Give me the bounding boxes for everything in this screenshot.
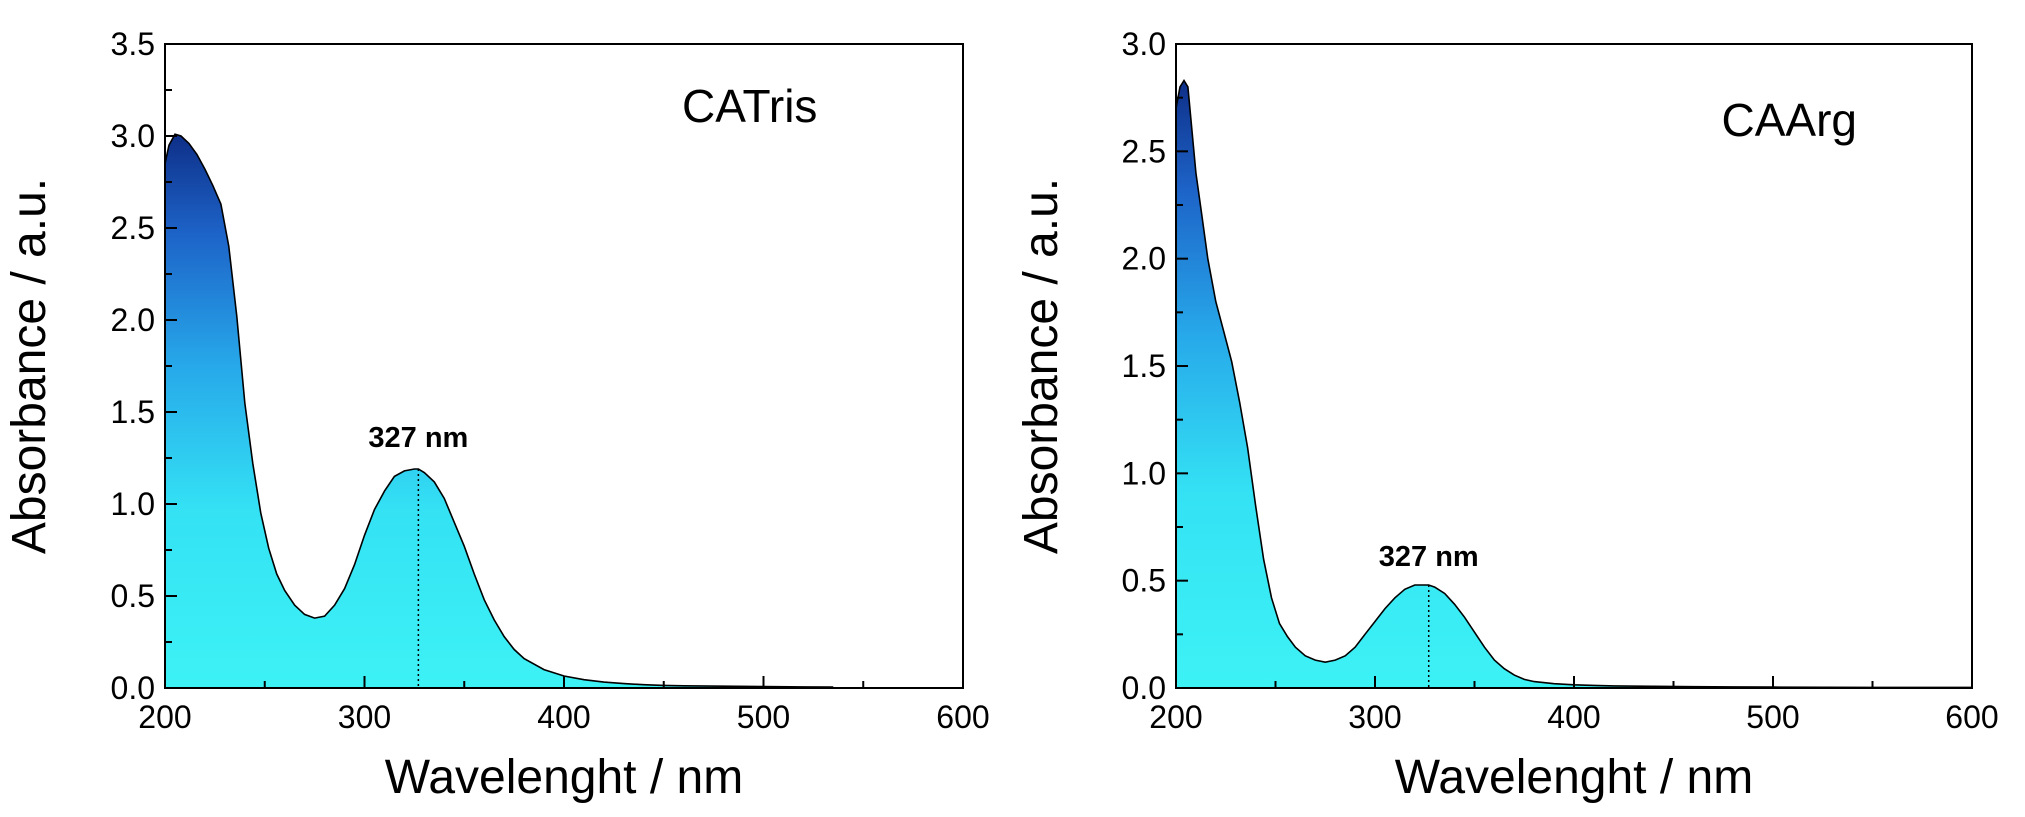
panel-1-y-tick-label: 3.0 [111, 118, 155, 154]
panel-2-x-axis-title: Wavelenght / nm [1395, 751, 1753, 804]
panel-1-y-tick-label: 1.0 [111, 486, 155, 522]
panel-1-x-tick-label: 500 [737, 699, 790, 735]
panel-2-y-tick-label: 1.0 [1122, 455, 1166, 491]
panel-2-x-tick-label: 200 [1149, 699, 1202, 735]
panel-2-y-tick-label: 0.0 [1122, 670, 1166, 706]
panel-2-y-tick-label: 2.5 [1122, 133, 1166, 169]
panel-1-y-tick-label: 2.5 [111, 210, 155, 246]
panel-2-x-tick-label: 500 [1746, 699, 1799, 735]
panel-2-y-tick-label: 2.0 [1122, 241, 1166, 277]
panel-2-x-tick-label: 400 [1547, 699, 1600, 735]
panel-1-series-area [165, 134, 834, 688]
panel-2-series-area [1176, 80, 1972, 688]
panel-2-y-tick-label: 3.0 [1122, 26, 1166, 62]
panel-1-y-axis-title: Absorbance / a.u. [3, 178, 56, 554]
panel-1-x-axis-title: Wavelenght / nm [385, 751, 743, 804]
panel-1-x-tick-label: 200 [138, 699, 191, 735]
panel-1-y-tick-label: 0.5 [111, 578, 155, 614]
panel-1-x-tick-label: 600 [936, 699, 989, 735]
panel-1-peak-label: 327 nm [368, 422, 468, 454]
panel-2-series-line [1175, 78, 1972, 689]
panel-1-y-tick-label: 2.0 [111, 302, 155, 338]
panel-2-y-tick-label: 1.5 [1122, 348, 1166, 384]
panel-2-x-tick-label: 600 [1945, 699, 1998, 735]
panel-2: 327 nm 200 300 400 500 600 0.0 0.5 1.0 1.5 2.0 2.5 3… [1015, 26, 1999, 804]
panel-2-y-tick-label: 0.5 [1122, 563, 1166, 599]
panel-2-x-tick-label: 300 [1348, 699, 1401, 735]
panel-1-sample-label: CATris [682, 80, 817, 132]
panel-1-x-tick-label: 300 [338, 699, 391, 735]
panel-1-y-tick-label: 3.5 [111, 26, 155, 62]
panel-1: 327 nm 200 300 400 500 600 0.0 0.5 1.0 1.5 2.0 2.5 3… [3, 26, 990, 804]
panel-1-y-tick-label: 0.0 [111, 670, 155, 706]
panel-1-y-tick-label: 1.5 [111, 394, 155, 430]
panel-2-peak-label: 327 nm [1379, 541, 1479, 573]
panel-2-sample-label: CAArg [1722, 94, 1857, 146]
panel-2-y-axis-title: Absorbance / a.u. [1015, 178, 1068, 554]
panel-1-x-tick-label: 400 [537, 699, 590, 735]
panel-1-series-line [164, 133, 834, 688]
